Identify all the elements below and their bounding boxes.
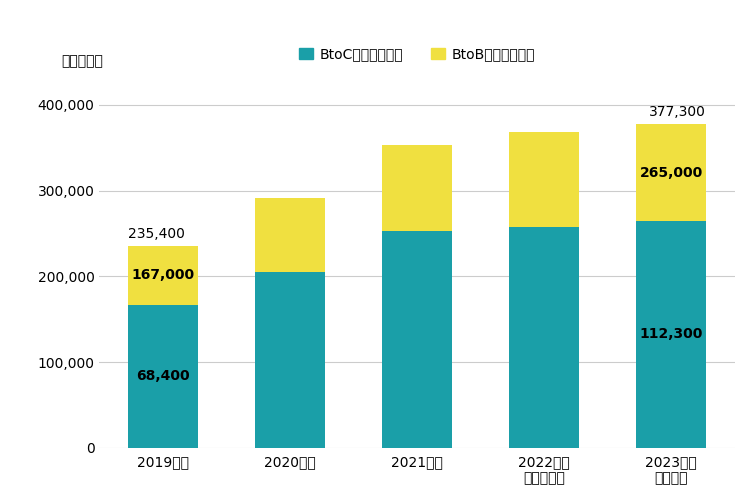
Text: （百万円）: （百万円） <box>62 54 103 68</box>
Text: 265,000: 265,000 <box>640 166 703 179</box>
Bar <box>509 132 579 226</box>
Legend: BtoC（個人向け）, BtoB（法人向け）: BtoC（個人向け）, BtoB（法人向け） <box>293 42 541 67</box>
Text: 377,300: 377,300 <box>650 106 706 120</box>
Text: 112,300: 112,300 <box>640 328 703 342</box>
Bar <box>382 146 452 231</box>
Text: 235,400: 235,400 <box>128 227 185 241</box>
Bar <box>382 231 452 448</box>
Bar <box>509 226 579 448</box>
Bar <box>128 246 198 304</box>
Bar <box>128 304 198 448</box>
Text: 68,400: 68,400 <box>136 370 190 384</box>
Bar <box>636 124 706 220</box>
Text: 167,000: 167,000 <box>131 268 195 282</box>
Bar <box>255 198 325 272</box>
Bar <box>255 272 325 448</box>
Bar <box>636 220 706 448</box>
